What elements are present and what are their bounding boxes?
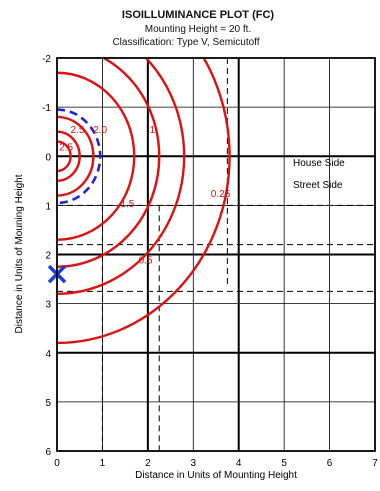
y-tick-label: 0 — [45, 152, 51, 163]
y-tick-label: -1 — [42, 103, 51, 114]
contour-line — [57, 115, 95, 197]
x-tick-label: 4 — [236, 458, 242, 469]
y-tick-label: 2 — [45, 251, 51, 262]
contour-label: 2.5 — [59, 142, 73, 153]
contour-label: 1 — [150, 125, 156, 136]
chart-title: ISOILLUMINANCE PLOT (FC) — [121, 9, 275, 21]
x-tick-label: 6 — [327, 458, 333, 469]
y-tick-label: 4 — [45, 349, 51, 360]
contour-line — [57, 108, 102, 205]
contour-line — [57, 71, 136, 241]
contour-line — [57, 140, 72, 173]
dashed-guide-lines — [57, 58, 375, 451]
x-tick-label: 0 — [54, 458, 60, 469]
x-tick-label: 5 — [281, 458, 287, 469]
contour-label: 2.0 — [93, 125, 107, 136]
axes: 0 1 2 3 4 5 6 7 -2 -1 0 1 2 3 4 5 6 — [42, 54, 378, 469]
contour-label: 0.5 — [139, 255, 153, 266]
contour-line — [57, 58, 186, 295]
contour-lines — [57, 58, 231, 345]
contour-line — [57, 58, 161, 268]
x-axis-label: Distance in Units of Mounting Height — [135, 470, 297, 481]
x-tick-label: 7 — [372, 458, 378, 469]
contour-line — [57, 130, 81, 183]
house-side-label: House Side — [293, 158, 345, 169]
contour-label: 0.25 — [211, 189, 231, 200]
y-tick-label: 3 — [45, 300, 51, 311]
chart-subtitle-mounting-height: Mounting Height = 20 ft. — [144, 24, 252, 35]
y-axis-label: Distance in Units of Mouning Height — [14, 174, 25, 333]
contour-label: 1.5 — [120, 199, 134, 210]
x-tick-label: 2 — [145, 458, 151, 469]
contour-line — [57, 58, 231, 345]
chart-subtitle-classification: Classification: Type V, Semicutoff — [112, 37, 260, 48]
x-tick-label: 1 — [100, 458, 106, 469]
y-tick-label: 5 — [45, 398, 51, 409]
x-tick-label: 3 — [191, 458, 197, 469]
y-tick-label: 6 — [45, 447, 51, 458]
y-tick-label: -2 — [42, 54, 51, 65]
contour-labels: 2.5 2.5 2.0 1 1.5 0.5 0.25 — [47, 125, 231, 284]
street-side-label: Street Side — [293, 180, 343, 191]
contour-label: 2.5 — [70, 125, 84, 136]
y-tick-label: 1 — [45, 201, 51, 212]
plot-frame — [56, 57, 376, 452]
